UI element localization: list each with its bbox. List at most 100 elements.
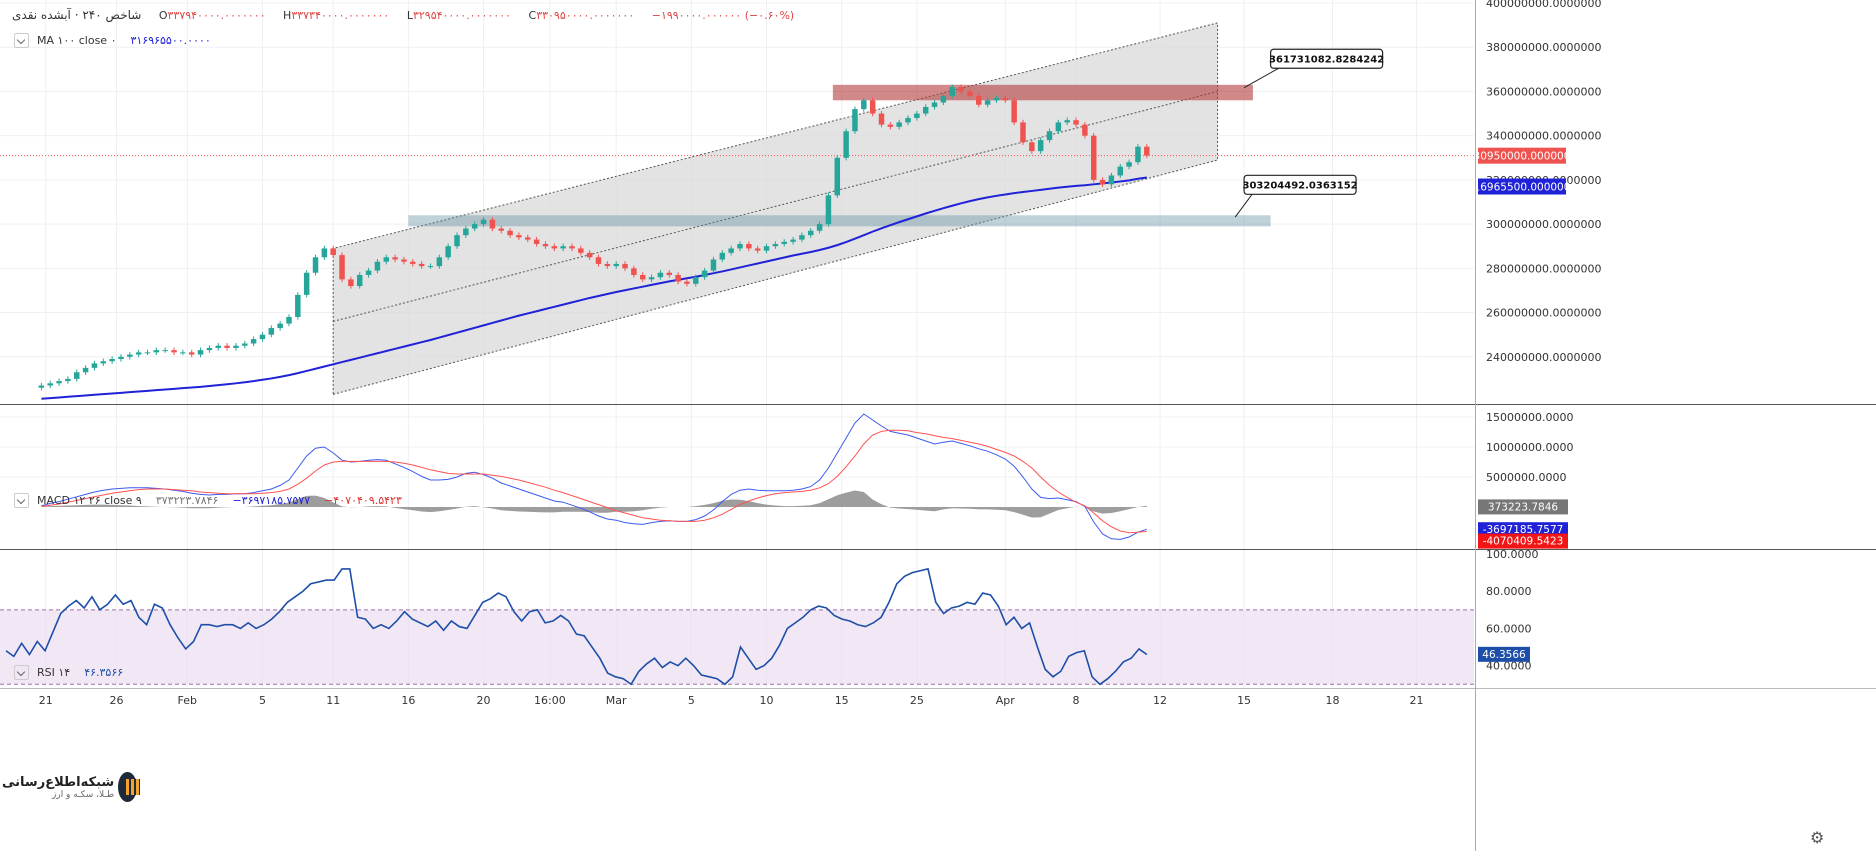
candle-body bbox=[436, 257, 443, 267]
macd-axis-badge bbox=[1478, 499, 1568, 515]
candle-body bbox=[1117, 166, 1124, 176]
price-axis-tick-label: 360000000.0000000 bbox=[1486, 85, 1601, 98]
candle-body bbox=[578, 248, 584, 253]
rsi-collapse-toggle[interactable] bbox=[14, 665, 29, 680]
candle-body bbox=[852, 109, 858, 132]
candle-body bbox=[1064, 120, 1070, 123]
candle-body bbox=[1144, 146, 1150, 156]
candle-body bbox=[1037, 140, 1044, 152]
candle-body bbox=[242, 343, 248, 346]
price-axis-badge bbox=[1478, 178, 1566, 195]
candle-body bbox=[595, 257, 602, 264]
candle-body bbox=[56, 381, 62, 384]
time-axis-label: 5 bbox=[259, 694, 266, 707]
candle-body bbox=[109, 358, 115, 362]
candle-body bbox=[728, 248, 734, 253]
candle-body bbox=[206, 347, 213, 351]
candle-body bbox=[993, 98, 1000, 101]
price-zone bbox=[832, 84, 1253, 101]
callout-box bbox=[1243, 174, 1357, 195]
low-value: ۳۲۹۵۴۰۰۰۰.۰۰۰۰۰۰۰ bbox=[412, 9, 512, 22]
time-axis-label: 21 bbox=[39, 694, 53, 707]
candle-body bbox=[648, 277, 655, 280]
candle-body bbox=[330, 248, 336, 256]
candle-body bbox=[710, 259, 717, 271]
candle-body bbox=[746, 244, 752, 249]
candle-body bbox=[940, 95, 947, 103]
candle-body bbox=[684, 281, 690, 284]
channel-midline bbox=[333, 90, 1218, 322]
candle-body bbox=[144, 352, 151, 354]
candle-body bbox=[516, 235, 522, 238]
candle-body bbox=[551, 246, 558, 249]
time-axis-label: 8 bbox=[1073, 694, 1080, 707]
candle-body bbox=[1108, 175, 1115, 185]
candle-body bbox=[1020, 122, 1026, 143]
candle-body bbox=[250, 339, 257, 344]
price-axis-tick-label: 340000000.0000000 bbox=[1486, 130, 1601, 143]
candle-body bbox=[790, 239, 796, 242]
candle-body bbox=[631, 268, 637, 275]
high-label: H bbox=[283, 9, 292, 22]
time-axis-label: 10 bbox=[760, 694, 774, 707]
macd-collapse-toggle[interactable] bbox=[14, 493, 29, 508]
candle-body bbox=[418, 263, 425, 267]
rsi-axis-badge bbox=[1478, 646, 1530, 662]
candle-body bbox=[737, 244, 743, 249]
candle-body bbox=[1002, 98, 1009, 101]
candle-body bbox=[525, 237, 531, 240]
candle-body bbox=[410, 261, 416, 264]
time-axis-label: 16 bbox=[401, 694, 415, 707]
rsi-band bbox=[0, 609, 1474, 685]
time-axis-label: 16:00 bbox=[534, 694, 566, 707]
price-axis-badge bbox=[1478, 147, 1566, 164]
callout-label: 361731082.8284242 bbox=[1269, 54, 1384, 65]
candle-body bbox=[604, 263, 611, 267]
price-axis-tick-label: 260000000.0000000 bbox=[1486, 307, 1601, 320]
candle-body bbox=[127, 354, 133, 357]
candle-body bbox=[896, 122, 902, 127]
candle-body bbox=[74, 372, 80, 379]
rsi-value: ۴۶.۳۵۶۶ bbox=[84, 665, 124, 679]
time-axis-label: 26 bbox=[110, 694, 124, 707]
candle-body bbox=[808, 230, 814, 236]
candle-body bbox=[781, 241, 787, 245]
time-axis-label: 15 bbox=[835, 694, 849, 707]
candle-body bbox=[91, 363, 98, 368]
candle-body bbox=[303, 272, 310, 295]
candle-body bbox=[224, 345, 230, 348]
candle-body bbox=[754, 248, 761, 251]
price-axis-tick-label: 380000000.0000000 bbox=[1486, 41, 1601, 54]
candle-body bbox=[197, 350, 204, 355]
macd-axis-badge bbox=[1478, 522, 1568, 538]
callout-pointer bbox=[1243, 67, 1279, 89]
candle-body bbox=[445, 246, 451, 258]
ma-value: ۳۱۶۹۶۵۵۰۰.۰۰۰۰ bbox=[130, 33, 211, 47]
price-zone bbox=[408, 215, 1271, 227]
gear-icon[interactable]: ⚙ bbox=[1810, 828, 1825, 847]
candle-body bbox=[657, 272, 664, 278]
candle-body bbox=[171, 350, 177, 353]
candle-body bbox=[259, 334, 266, 340]
macd-hist-value: ۳۷۳۲۲۳.۷۸۴۶ bbox=[155, 493, 219, 507]
candle-body bbox=[1029, 142, 1035, 152]
candle-body bbox=[480, 219, 487, 225]
candle-body bbox=[215, 345, 221, 348]
ma-collapse-toggle[interactable] bbox=[14, 33, 29, 48]
candle-body bbox=[268, 328, 275, 335]
callout-pointer bbox=[1234, 194, 1253, 218]
signal-line bbox=[41, 429, 1147, 534]
candle-body bbox=[533, 239, 540, 245]
candle-body bbox=[569, 246, 575, 249]
candle-body bbox=[38, 385, 45, 388]
rsi-axis-tick-label: 100.0000 bbox=[1486, 548, 1539, 561]
candle-body bbox=[586, 252, 593, 258]
macd-histogram bbox=[41, 490, 1147, 518]
candle-body bbox=[560, 246, 566, 249]
time-axis-label: 21 bbox=[1410, 694, 1424, 707]
candle-body bbox=[1011, 100, 1017, 123]
low-label: L bbox=[406, 9, 413, 22]
candle-body bbox=[622, 263, 628, 269]
candle-body bbox=[639, 274, 646, 280]
